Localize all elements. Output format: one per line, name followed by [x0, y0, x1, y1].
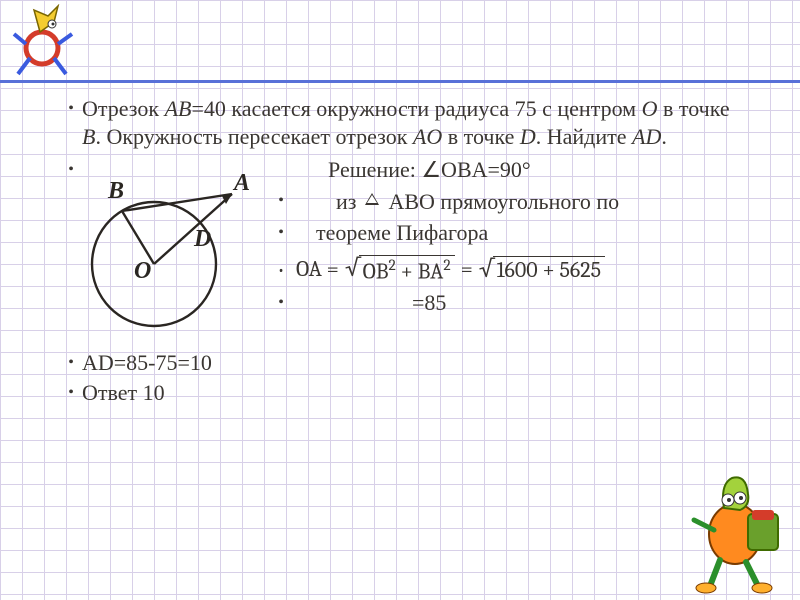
bullet: •: [272, 260, 290, 280]
t: O: [642, 96, 658, 121]
t: в точке: [657, 96, 729, 121]
t: . Окружность пересекает отрезок: [95, 124, 412, 149]
oa-eq: OA =: [296, 256, 339, 284]
t: в точке: [442, 124, 520, 149]
answer: Ответ 10: [82, 379, 750, 407]
t: B: [82, 124, 95, 149]
content-area: • Отрезок AB=40 касается окружности ради…: [60, 95, 750, 409]
bullet: •: [60, 156, 82, 184]
t: теореме Пифагора: [316, 219, 488, 247]
sqrt-1: √OB2 + BA2: [345, 255, 455, 286]
t: AO: [413, 124, 442, 149]
svg-text:D: D: [193, 226, 211, 252]
accent-line: [0, 80, 800, 83]
circle-diagram: O D B A: [82, 156, 272, 343]
sqrt-2: √1600 + 5625: [479, 256, 605, 285]
mascot-bottom-right: [680, 464, 790, 594]
t: .: [661, 124, 667, 149]
ad-calc: AD=85-75=10: [82, 349, 750, 377]
t: =40 касается окружности радиуса 75 с цен…: [191, 96, 641, 121]
triangle-icon: [365, 193, 379, 205]
bullet: •: [272, 223, 290, 243]
t: из: [336, 188, 356, 216]
eq85: =85: [412, 289, 446, 317]
bullet: •: [60, 95, 82, 123]
bullet: •: [272, 191, 290, 211]
solution-column: Решение: ∠OBA=90° • из ABO прямоугольног…: [272, 156, 750, 317]
problem-text: Отрезок AB=40 касается окружности радиус…: [82, 95, 750, 150]
t: D: [520, 124, 536, 149]
solution-label: Решение: ∠OBA=90°: [328, 156, 531, 184]
eq: =: [461, 256, 473, 284]
t: ABO прямоугольного по: [388, 188, 619, 216]
t: AD: [632, 124, 661, 149]
sqrt2-arg: 1600 + 5625: [493, 256, 606, 285]
svg-text:A: A: [232, 170, 250, 196]
t: AB: [165, 96, 192, 121]
bullet: •: [60, 349, 82, 377]
problem-row: • Отрезок AB=40 касается окружности ради…: [60, 95, 750, 150]
svg-text:B: B: [107, 178, 124, 204]
t: Отрезок: [82, 96, 165, 121]
mascot-top-left: [10, 4, 80, 79]
bullet: •: [272, 293, 290, 313]
svg-text:O: O: [134, 258, 151, 284]
bullet: •: [60, 379, 82, 407]
t: . Найдите: [536, 124, 632, 149]
